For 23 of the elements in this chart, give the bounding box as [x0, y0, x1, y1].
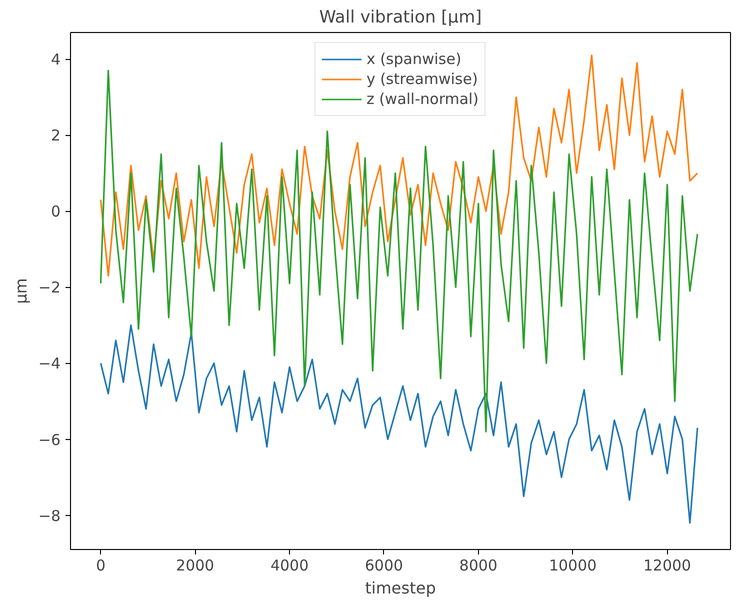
x-tick-label: 10000	[548, 556, 597, 574]
x-axis-title: timestep	[365, 578, 436, 598]
y-tick-label: 2	[50, 126, 61, 145]
y-tick-label: −8	[38, 506, 61, 525]
x-tick-label: 4000	[270, 556, 309, 574]
line-series	[100, 54, 698, 277]
legend-label: y (streamwise)	[366, 70, 478, 88]
y-tick-label: 4	[50, 50, 61, 69]
x-tick-label: 8000	[459, 556, 498, 574]
x-tick-label: 2000	[176, 556, 214, 574]
y-tick-label: 0	[50, 202, 61, 221]
line-series	[100, 324, 698, 524]
legend-label: z (wall-normal)	[366, 90, 479, 108]
x-tick-label: 0	[96, 556, 106, 574]
y-tick-label: −6	[38, 430, 61, 449]
y-axis-title: μm	[11, 278, 30, 304]
chart-title: Wall vibration [μm]	[319, 8, 482, 28]
x-tick-label: 6000	[364, 556, 404, 574]
line-series	[100, 70, 698, 432]
legend-label: x (spanwise)	[366, 50, 462, 68]
y-tick-label: −2	[38, 278, 61, 297]
x-tick-label: 12000	[643, 556, 692, 574]
y-tick-label: −4	[38, 354, 61, 373]
